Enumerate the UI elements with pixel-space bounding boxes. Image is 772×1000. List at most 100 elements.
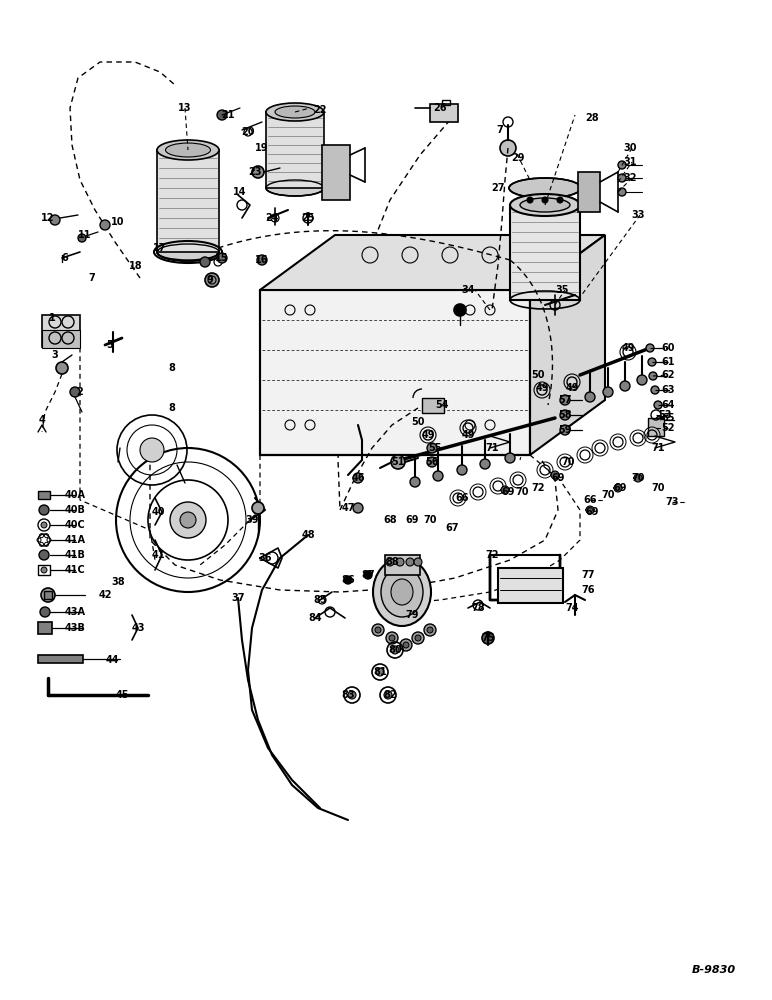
Text: 23: 23 (249, 167, 262, 177)
Text: 20: 20 (241, 127, 255, 137)
Circle shape (649, 372, 657, 380)
Text: 64: 64 (662, 400, 675, 410)
Text: 16: 16 (256, 255, 269, 265)
Text: 76: 76 (581, 585, 594, 595)
Circle shape (180, 512, 196, 528)
Text: 49: 49 (535, 383, 549, 393)
Circle shape (618, 161, 626, 169)
Text: 28: 28 (585, 113, 599, 123)
Circle shape (427, 627, 433, 633)
Text: 4: 4 (39, 415, 46, 425)
Circle shape (618, 174, 626, 182)
Text: 49: 49 (565, 383, 579, 393)
Text: 19: 19 (256, 143, 269, 153)
Text: 50: 50 (411, 417, 425, 427)
Bar (38, 491, 50, 499)
Circle shape (78, 234, 86, 242)
Text: 69: 69 (501, 487, 515, 497)
Bar (38, 622, 52, 634)
Text: 69: 69 (405, 515, 418, 525)
Ellipse shape (165, 143, 211, 157)
Text: 53: 53 (659, 410, 672, 420)
Circle shape (353, 503, 363, 513)
Circle shape (389, 635, 395, 641)
Text: 54: 54 (435, 400, 449, 410)
Text: 57: 57 (558, 395, 572, 405)
Text: 70: 70 (631, 473, 645, 483)
Circle shape (217, 253, 227, 263)
Circle shape (618, 188, 626, 196)
Text: 40B: 40B (65, 505, 86, 515)
Text: 70: 70 (652, 483, 665, 493)
Circle shape (542, 197, 548, 203)
Circle shape (100, 220, 110, 230)
Text: 56: 56 (425, 457, 438, 467)
Bar (157, 150, 219, 252)
Circle shape (634, 474, 642, 482)
Text: 18: 18 (129, 261, 143, 271)
Circle shape (70, 387, 80, 397)
Text: 63: 63 (662, 385, 675, 395)
Text: 43B: 43B (65, 623, 86, 633)
Circle shape (364, 571, 372, 579)
Text: 47: 47 (341, 503, 355, 513)
Text: 55: 55 (428, 443, 442, 453)
Text: 6: 6 (62, 253, 69, 263)
Circle shape (654, 401, 662, 409)
Circle shape (205, 273, 219, 287)
Circle shape (527, 197, 533, 203)
Text: 39: 39 (245, 515, 259, 525)
Text: 17: 17 (154, 243, 167, 253)
Bar (442, 100, 450, 105)
Text: 79: 79 (405, 610, 418, 620)
Circle shape (414, 558, 422, 566)
Text: 80: 80 (388, 645, 401, 655)
Text: 87: 87 (361, 570, 375, 580)
Circle shape (637, 375, 647, 385)
Circle shape (56, 362, 68, 374)
Circle shape (391, 646, 399, 654)
Circle shape (403, 642, 409, 648)
Text: 40A: 40A (65, 490, 86, 500)
Ellipse shape (373, 558, 431, 626)
Circle shape (586, 506, 594, 514)
Ellipse shape (509, 178, 581, 198)
Text: 70: 70 (515, 487, 529, 497)
Text: 25: 25 (301, 213, 315, 223)
Text: 49: 49 (461, 430, 475, 440)
Circle shape (344, 576, 352, 584)
Text: 70: 70 (561, 457, 574, 467)
Text: 78: 78 (471, 603, 485, 613)
Text: 27: 27 (491, 183, 505, 193)
Polygon shape (260, 235, 605, 290)
Circle shape (480, 459, 490, 469)
Text: 49: 49 (621, 343, 635, 353)
Circle shape (648, 358, 656, 366)
Text: 66: 66 (455, 493, 469, 503)
Text: 22: 22 (313, 105, 327, 115)
Text: 60: 60 (662, 343, 675, 353)
Circle shape (140, 438, 164, 462)
Circle shape (39, 550, 49, 560)
Text: 15: 15 (215, 253, 229, 263)
Text: 5: 5 (107, 340, 113, 350)
Ellipse shape (391, 579, 413, 605)
Text: 75: 75 (481, 633, 495, 643)
Circle shape (620, 381, 630, 391)
Text: 73: 73 (665, 497, 679, 507)
Text: 11: 11 (78, 230, 92, 240)
Circle shape (39, 505, 49, 515)
Text: 30: 30 (623, 143, 637, 153)
Circle shape (603, 387, 613, 397)
Circle shape (424, 624, 436, 636)
Text: 10: 10 (111, 217, 125, 227)
Text: 50: 50 (531, 370, 545, 380)
Text: 41B: 41B (65, 550, 86, 560)
Ellipse shape (266, 103, 324, 121)
Text: 69: 69 (551, 473, 565, 483)
Text: 3: 3 (52, 350, 59, 360)
Text: 41C: 41C (65, 565, 86, 575)
Circle shape (646, 344, 654, 352)
Circle shape (560, 410, 570, 420)
Circle shape (386, 558, 394, 566)
